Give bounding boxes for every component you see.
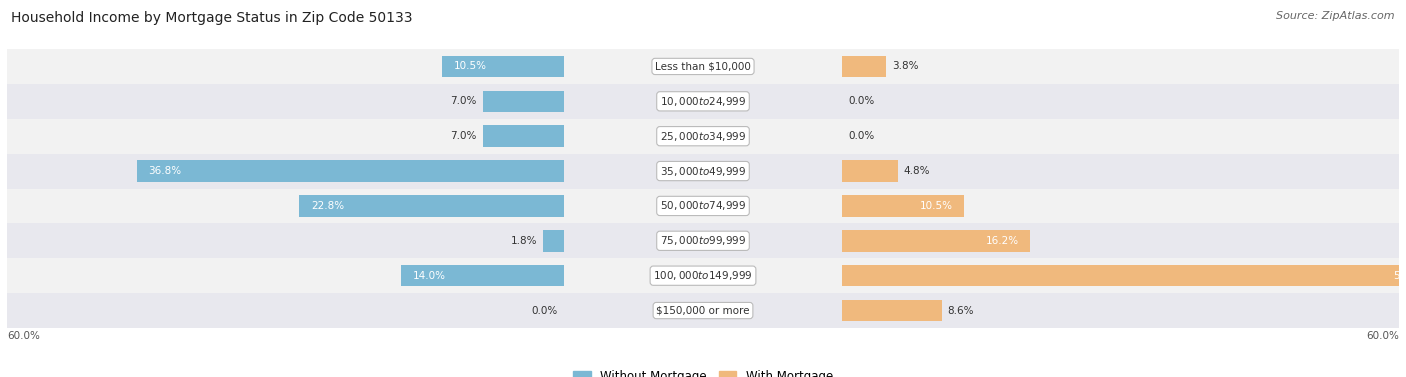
Text: 16.2%: 16.2% <box>986 236 1018 246</box>
Text: 1.8%: 1.8% <box>510 236 537 246</box>
Bar <box>842 195 965 217</box>
Bar <box>482 90 564 112</box>
Bar <box>402 265 564 287</box>
Bar <box>7 154 1399 188</box>
Text: $100,000 to $149,999: $100,000 to $149,999 <box>654 269 752 282</box>
Bar <box>842 56 886 77</box>
Bar <box>7 119 1399 154</box>
Bar <box>136 160 564 182</box>
Text: $35,000 to $49,999: $35,000 to $49,999 <box>659 165 747 178</box>
Bar <box>842 300 942 321</box>
Bar <box>482 126 564 147</box>
Text: 60.0%: 60.0% <box>1367 331 1399 341</box>
Text: Household Income by Mortgage Status in Zip Code 50133: Household Income by Mortgage Status in Z… <box>11 11 413 25</box>
Bar <box>7 49 1399 84</box>
Bar <box>7 258 1399 293</box>
Bar <box>842 230 1031 251</box>
Text: 22.8%: 22.8% <box>311 201 344 211</box>
Text: 3.8%: 3.8% <box>891 61 918 72</box>
Legend: Without Mortgage, With Mortgage: Without Mortgage, With Mortgage <box>574 371 832 377</box>
Text: $150,000 or more: $150,000 or more <box>657 305 749 316</box>
Text: 60.0%: 60.0% <box>7 331 39 341</box>
Text: $50,000 to $74,999: $50,000 to $74,999 <box>659 199 747 212</box>
Text: 0.0%: 0.0% <box>848 96 875 106</box>
Text: Source: ZipAtlas.com: Source: ZipAtlas.com <box>1277 11 1395 21</box>
Text: $75,000 to $99,999: $75,000 to $99,999 <box>659 234 747 247</box>
Text: 36.8%: 36.8% <box>149 166 181 176</box>
Bar <box>842 160 898 182</box>
Bar <box>842 265 1406 287</box>
Text: 14.0%: 14.0% <box>413 271 446 281</box>
Text: $25,000 to $34,999: $25,000 to $34,999 <box>659 130 747 143</box>
Text: Less than $10,000: Less than $10,000 <box>655 61 751 72</box>
Text: 51.4%: 51.4% <box>1393 271 1406 281</box>
Text: 4.8%: 4.8% <box>904 166 931 176</box>
Text: 7.0%: 7.0% <box>450 131 477 141</box>
Bar <box>543 230 564 251</box>
Text: 8.6%: 8.6% <box>948 305 974 316</box>
Text: $10,000 to $24,999: $10,000 to $24,999 <box>659 95 747 108</box>
Bar <box>7 188 1399 223</box>
Bar <box>7 84 1399 119</box>
Text: 10.5%: 10.5% <box>454 61 486 72</box>
Bar <box>441 56 564 77</box>
Bar <box>299 195 564 217</box>
Text: 10.5%: 10.5% <box>920 201 952 211</box>
Text: 7.0%: 7.0% <box>450 96 477 106</box>
Text: 0.0%: 0.0% <box>848 131 875 141</box>
Text: 0.0%: 0.0% <box>531 305 558 316</box>
Bar <box>7 223 1399 258</box>
Bar <box>7 293 1399 328</box>
